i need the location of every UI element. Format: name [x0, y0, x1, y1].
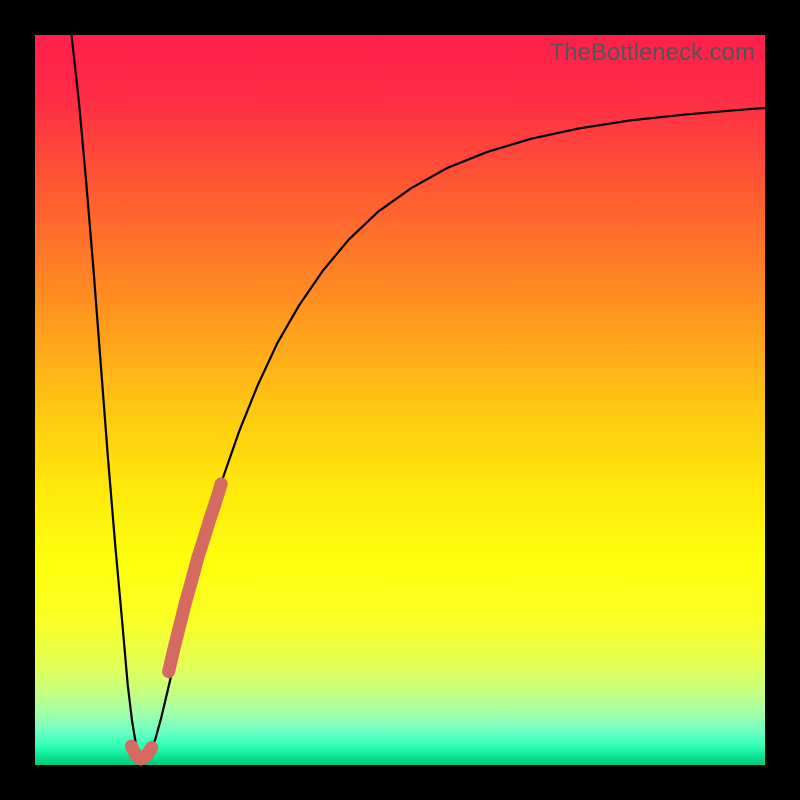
watermark-text: TheBottleneck.com — [550, 39, 755, 67]
accent-segment — [169, 484, 222, 672]
chart-svg — [35, 35, 765, 765]
plot-area: TheBottleneck.com — [35, 35, 765, 765]
accent-hook — [131, 746, 151, 759]
chart-frame: TheBottleneck.com — [0, 0, 800, 800]
